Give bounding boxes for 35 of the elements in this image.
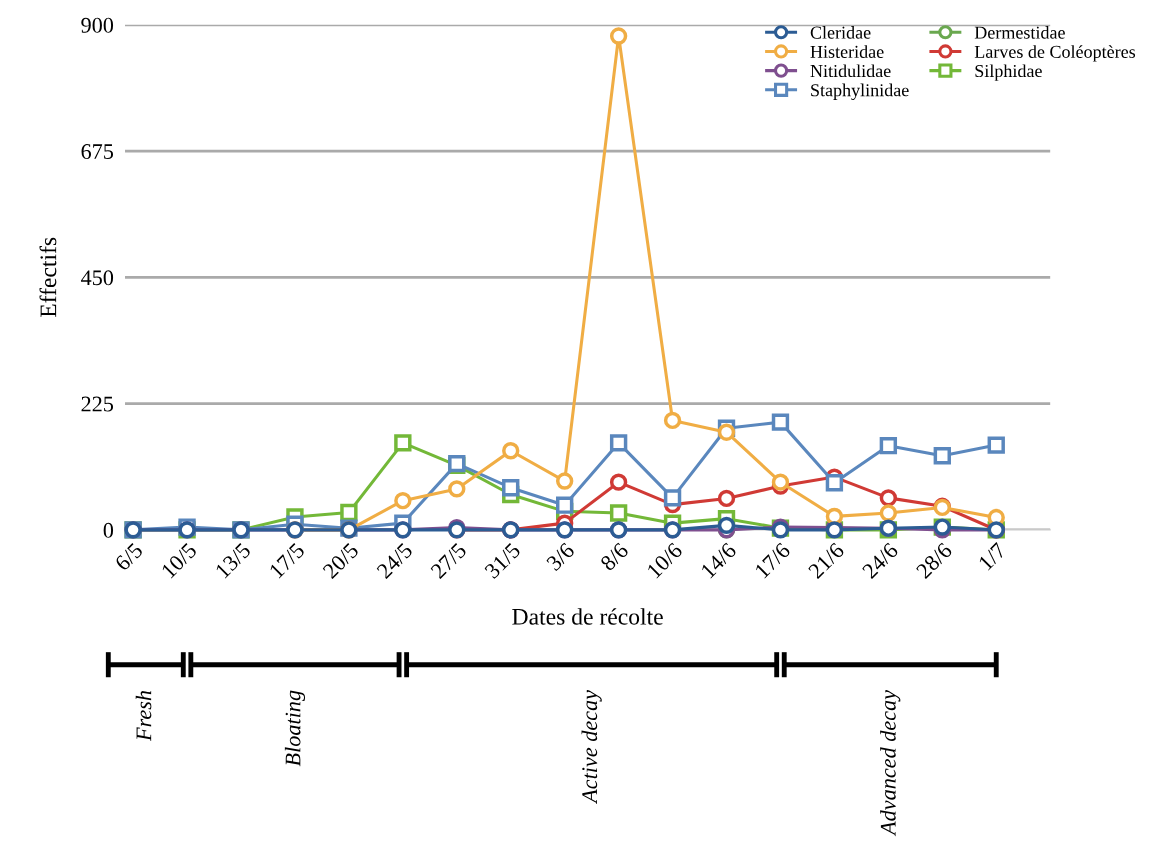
x-tick-label: 21/6 <box>807 541 845 580</box>
legend-label: Cleridae <box>810 26 871 39</box>
legend-label: Nitidulidae <box>810 64 891 78</box>
x-tick-label: 10/5 <box>160 542 198 579</box>
text: Fresh <box>135 690 152 742</box>
text: Advanced decay <box>880 689 901 837</box>
y-tick-label: 450 <box>81 270 114 286</box>
x-tick-label: 10/6 <box>646 541 684 579</box>
x-tick-label: 31/5 <box>484 542 522 580</box>
y-tick-label: 900 <box>81 17 114 33</box>
x-axis-title: Dates de récolte <box>512 608 663 625</box>
x-tick-label: 6/5 <box>114 542 144 572</box>
y-axis-title: Effectifs <box>39 237 57 318</box>
y-tick-label: 675 <box>81 144 114 160</box>
x-tick-label: 20/5 <box>322 542 360 580</box>
x-tick-label: 24/6 <box>861 541 899 580</box>
y-tick-label: 0 <box>103 522 114 538</box>
x-tick-label: 8/6 <box>599 541 630 572</box>
x-tick-label: 17/5 <box>268 542 306 579</box>
x-tick-label: 3/6 <box>545 541 576 572</box>
x-tick-label: 24/5 <box>376 542 414 580</box>
x-tick-label: 28/6 <box>915 541 953 580</box>
legend-label: Larves de Coléoptères <box>974 45 1136 62</box>
legend-label: Staphylinidae <box>811 83 909 101</box>
x-tick-label: 13/5 <box>214 542 252 579</box>
text: Active decay <box>581 689 602 805</box>
x-tick-label: 14/6 <box>700 541 738 579</box>
x-tick-label: 17/6 <box>754 541 792 579</box>
x-tick-label: 1/7 <box>978 541 1007 571</box>
legend-label: Dermestidae <box>974 26 1065 39</box>
y-tick-label: 225 <box>81 396 114 412</box>
legend-label: Histeridae <box>810 45 884 58</box>
legend-label: Silphidae <box>975 64 1042 81</box>
text: Bloating <box>284 690 306 767</box>
x-tick-label: 27/5 <box>430 542 468 580</box>
